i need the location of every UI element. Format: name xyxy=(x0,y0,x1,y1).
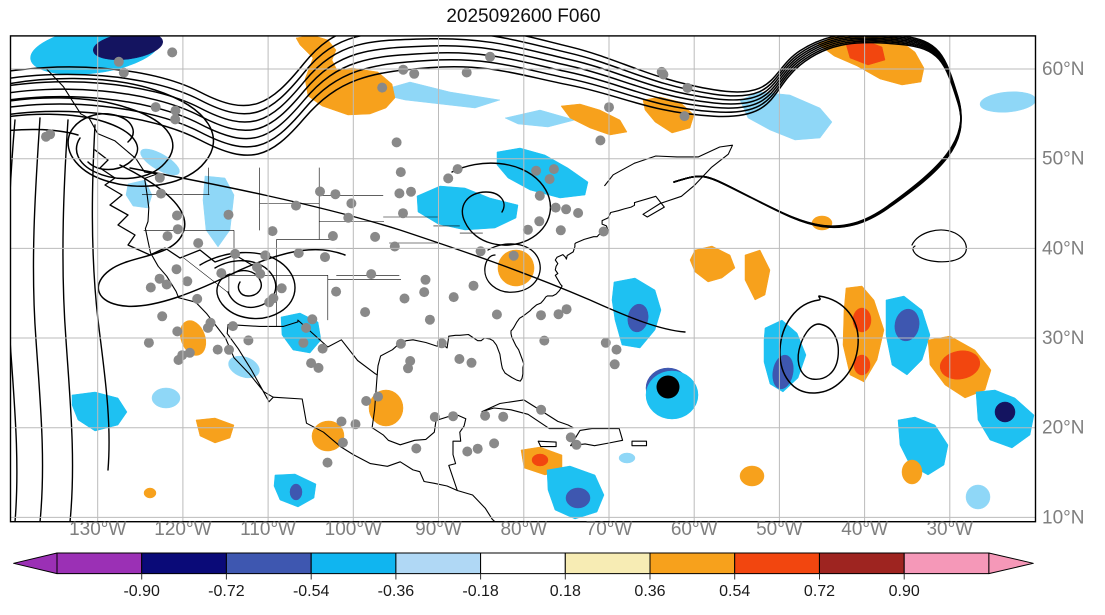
svg-text:0.72: 0.72 xyxy=(804,583,835,600)
svg-text:50°W: 50°W xyxy=(756,519,803,540)
svg-text:130°W: 130°W xyxy=(69,519,126,540)
svg-text:-0.54: -0.54 xyxy=(293,583,330,600)
svg-text:-0.18: -0.18 xyxy=(462,583,499,600)
svg-text:110°W: 110°W xyxy=(240,519,296,540)
svg-text:40°N: 40°N xyxy=(1042,238,1084,259)
svg-text:30°W: 30°W xyxy=(926,519,973,540)
svg-text:-0.90: -0.90 xyxy=(123,583,160,600)
svg-text:100°W: 100°W xyxy=(325,519,382,540)
svg-text:-0.36: -0.36 xyxy=(378,583,415,600)
svg-text:10°N: 10°N xyxy=(1042,507,1084,528)
svg-text:0.36: 0.36 xyxy=(634,583,665,600)
svg-text:0.54: 0.54 xyxy=(719,583,750,600)
svg-text:40°W: 40°W xyxy=(841,519,888,540)
svg-text:120°W: 120°W xyxy=(154,519,211,540)
svg-text:70°W: 70°W xyxy=(586,519,633,540)
svg-text:-0.72: -0.72 xyxy=(208,583,245,600)
svg-text:50°N: 50°N xyxy=(1042,149,1084,170)
svg-text:60°N: 60°N xyxy=(1042,59,1084,80)
svg-text:30°N: 30°N xyxy=(1042,328,1084,349)
svg-text:90°W: 90°W xyxy=(415,519,462,540)
svg-text:60°W: 60°W xyxy=(671,519,718,540)
svg-text:80°W: 80°W xyxy=(500,519,547,540)
svg-text:0.90: 0.90 xyxy=(889,583,920,600)
svg-text:20°N: 20°N xyxy=(1042,418,1084,439)
svg-text:0.18: 0.18 xyxy=(550,583,581,600)
